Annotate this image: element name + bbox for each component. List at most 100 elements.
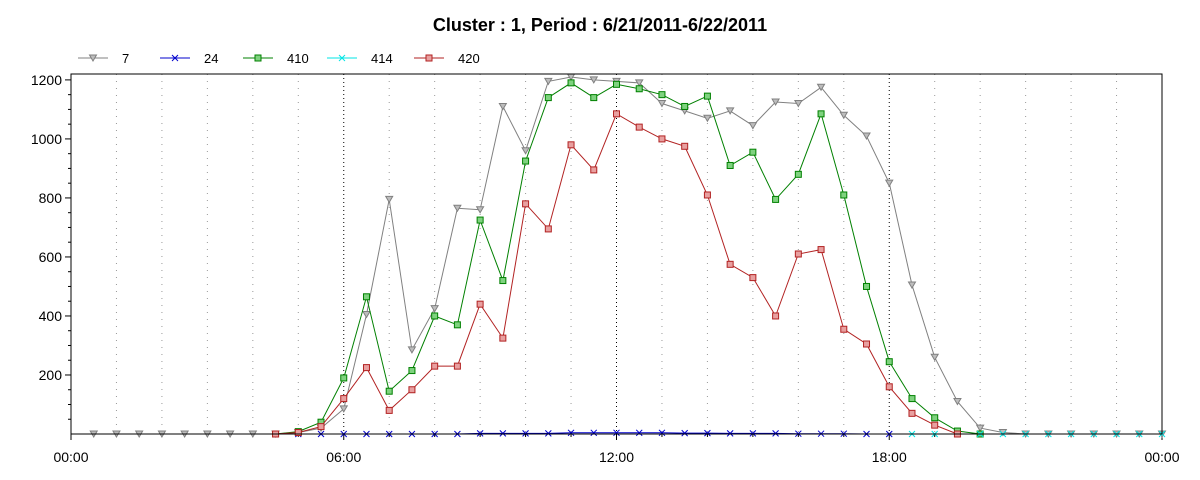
data-point	[476, 430, 484, 437]
data-point	[930, 353, 940, 362]
plot-frame	[70, 73, 1163, 435]
legend: 7 24 410 414 420	[78, 51, 480, 66]
data-point-stroke	[544, 430, 552, 437]
data-point	[657, 100, 667, 108]
data-point	[749, 274, 757, 282]
data-point	[817, 246, 825, 254]
data-point	[522, 200, 530, 208]
data-point	[907, 281, 917, 289]
series-410	[272, 79, 984, 438]
series-420	[272, 110, 961, 438]
data-point	[635, 429, 643, 437]
data-point	[590, 166, 598, 174]
data-point	[499, 334, 507, 342]
data-point	[681, 429, 689, 437]
data-point	[408, 386, 416, 394]
data-point	[840, 191, 848, 199]
data-point-stroke	[338, 54, 346, 62]
data-point	[613, 110, 620, 118]
data-point	[931, 414, 939, 422]
x-tick-label: 18:00	[872, 449, 907, 465]
legend-item: 7	[78, 51, 129, 66]
data-point-stroke	[726, 430, 734, 437]
series-24	[272, 429, 893, 438]
data-point	[703, 191, 711, 199]
data-point	[294, 429, 302, 437]
data-point	[772, 195, 780, 203]
data-point	[171, 54, 179, 62]
data-point	[794, 170, 802, 178]
data-point-stroke	[590, 429, 598, 437]
legend-label: 414	[371, 51, 393, 66]
y-tick-label: 400	[39, 308, 63, 324]
data-point	[430, 305, 440, 313]
y-tick-label: 1200	[31, 72, 62, 88]
data-point	[453, 204, 462, 213]
data-point-stroke	[476, 430, 484, 437]
legend-item: 410	[243, 51, 309, 66]
data-point	[772, 312, 780, 320]
x-tick-label: 06:00	[326, 449, 361, 465]
data-point	[885, 358, 893, 366]
data-point	[884, 179, 894, 188]
data-point-stroke	[635, 429, 643, 437]
data-point-stroke	[681, 429, 689, 437]
series-7	[89, 73, 1167, 438]
data-point	[425, 54, 433, 62]
data-point	[499, 277, 507, 285]
data-point	[384, 195, 394, 204]
data-point-stroke	[171, 54, 179, 62]
y-axis: 200 400 600 800 1000 1200	[31, 72, 71, 420]
y-tick-label: 1000	[31, 131, 62, 147]
data-point	[499, 430, 507, 437]
data-point	[521, 147, 530, 155]
data-point	[839, 111, 849, 120]
data-point-stroke	[499, 430, 507, 437]
data-point	[590, 429, 598, 437]
legend-label: 7	[122, 51, 129, 66]
data-point	[88, 54, 98, 62]
data-point	[589, 76, 599, 84]
data-point-stroke	[749, 430, 757, 437]
legend-item: 414	[327, 51, 393, 66]
data-point	[634, 79, 644, 87]
legend-item: 420	[414, 51, 480, 66]
data-point	[544, 225, 552, 233]
data-point	[771, 98, 780, 107]
legend-label: 410	[287, 51, 309, 66]
chart-title: Cluster : 1, Period : 6/21/2011-6/22/201…	[433, 15, 767, 35]
data-point	[362, 310, 371, 319]
data-point	[772, 430, 779, 437]
data-point	[908, 395, 916, 403]
series-layer	[89, 73, 1167, 438]
data-point	[658, 91, 666, 99]
data-point	[658, 135, 666, 143]
data-point	[885, 383, 893, 391]
data-point	[385, 406, 393, 414]
data-point-stroke	[567, 429, 575, 437]
data-point	[863, 340, 871, 348]
data-point	[658, 429, 666, 437]
data-point	[362, 364, 370, 372]
data-point	[590, 94, 598, 102]
series-line	[93, 76, 1162, 435]
data-point	[681, 142, 689, 150]
data-point	[453, 362, 461, 370]
data-point	[635, 85, 643, 93]
data-point-stroke	[772, 430, 779, 437]
x-tick-label: 00:00	[1144, 449, 1179, 465]
data-point	[703, 114, 712, 123]
data-point	[385, 387, 393, 395]
data-point	[567, 429, 575, 437]
data-point	[407, 346, 417, 354]
data-point	[793, 100, 803, 108]
data-point	[748, 122, 758, 130]
data-point	[975, 424, 985, 433]
data-point	[567, 79, 575, 87]
series-line	[275, 113, 958, 435]
legend-label: 420	[458, 51, 480, 66]
data-point	[408, 367, 416, 375]
data-point	[725, 107, 735, 115]
data-point	[704, 429, 711, 437]
